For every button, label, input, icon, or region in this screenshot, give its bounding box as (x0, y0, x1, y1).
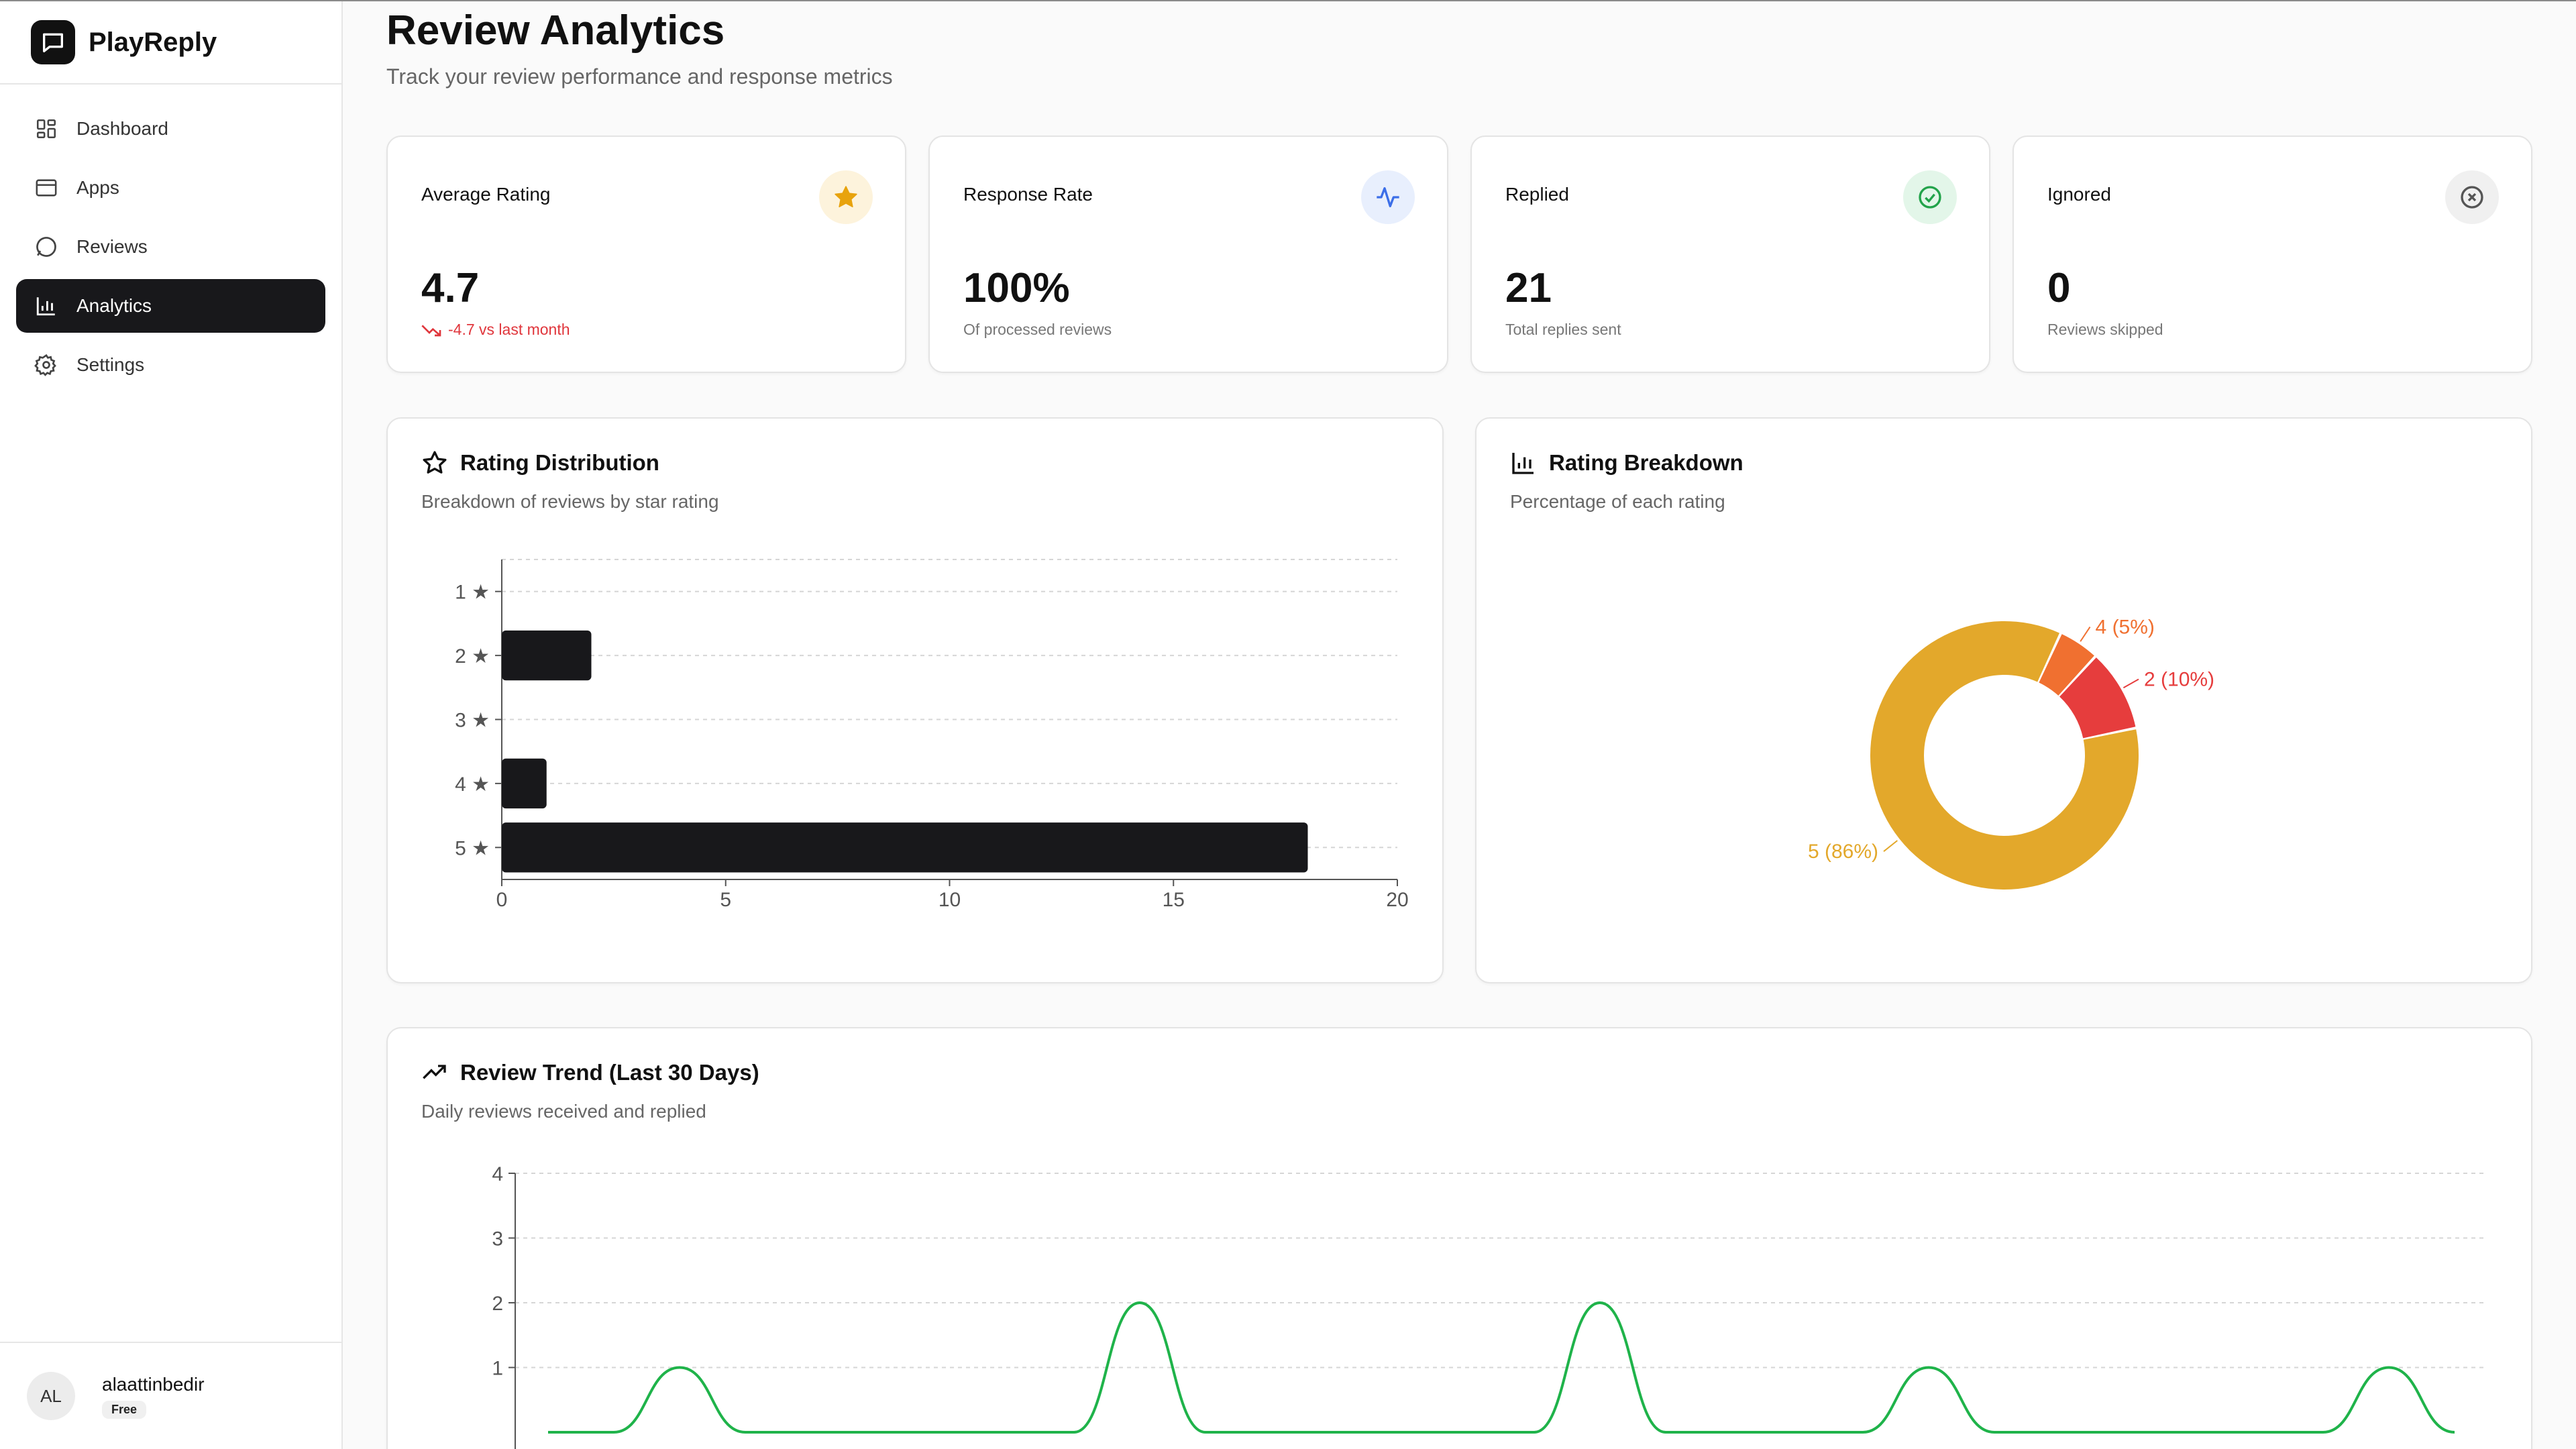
card-subtitle: Breakdown of reviews by star rating (421, 491, 719, 512)
check-circle-icon (1903, 170, 1957, 224)
sidebar-item-settings[interactable]: Settings (16, 338, 325, 392)
sidebar: PlayReply Dashboard Apps Reviews Analyti… (0, 1, 343, 1449)
sidebar-nav: Dashboard Apps Reviews Analytics Setting… (0, 85, 341, 415)
stat-label: Average Rating (421, 184, 551, 205)
window-top-border (0, 0, 2576, 1)
stat-card-replied: Replied 21 Total replies sent (1470, 136, 1990, 373)
slice-label: 2 (10%) (2144, 668, 2214, 690)
y-tick-label: 3 ★ (455, 710, 490, 732)
plan-badge: Free (102, 1400, 147, 1419)
stat-value: 4.7 (421, 265, 480, 311)
x-tick-label: 5 (720, 889, 731, 911)
bar-chart-icon (34, 293, 59, 319)
stat-value: 100% (963, 265, 1070, 311)
y-tick-label: 2 ★ (455, 645, 490, 667)
sidebar-item-label: Reviews (76, 236, 148, 257)
donut-slice (2059, 657, 2136, 739)
card-title: Review Trend (Last 30 Days) (460, 1060, 759, 1085)
user-name: alaattinbedir (102, 1373, 205, 1395)
slice-label: 5 (86%) (1808, 841, 1878, 863)
sidebar-item-label: Analytics (76, 295, 152, 316)
slice-leader-line (2080, 627, 2091, 642)
sidebar-item-label: Apps (76, 177, 119, 198)
bar-chart-icon (1512, 453, 1534, 474)
y-tick-label: 5 ★ (455, 837, 490, 859)
sidebar-item-apps[interactable]: Apps (16, 161, 325, 215)
y-tick-label: 4 (492, 1163, 503, 1185)
gear-icon (34, 352, 59, 378)
rating-distribution-card: Rating Distribution Breakdown of reviews… (386, 417, 1444, 983)
card-title: Rating Distribution (460, 450, 659, 475)
user-profile[interactable]: AL alaattinbedir Free (0, 1342, 341, 1449)
brand[interactable]: PlayReply (0, 1, 341, 85)
main-content: Review Analytics Track your review perfo… (343, 0, 2576, 1449)
activity-icon (1361, 170, 1415, 224)
y-tick-label: 2 (492, 1293, 503, 1315)
donut-slice (1870, 621, 2139, 890)
stat-note: Total replies sent (1505, 321, 1621, 338)
slice-leader-line (2123, 678, 2139, 689)
review-trend-chart: 1 2 3 4 (492, 1163, 2487, 1449)
chat-bubble-icon (34, 234, 59, 260)
bar (502, 758, 547, 809)
stat-card-average-rating: Average Rating 4.7 -4.7 vs last month (386, 136, 906, 373)
x-tick-label: 0 (496, 889, 508, 911)
sidebar-item-label: Dashboard (76, 118, 168, 139)
brand-logo-icon (31, 20, 75, 64)
page-subtitle: Track your review performance and respon… (386, 64, 893, 89)
rating-breakdown-chart: 4 (5%) 2 (10%) 5 (86%) (1808, 616, 2214, 890)
apps-icon (34, 175, 59, 201)
donut-slice (2039, 634, 2094, 696)
x-tick-label: 20 (1386, 889, 1408, 911)
sidebar-item-reviews[interactable]: Reviews (16, 220, 325, 274)
y-tick-label: 3 (492, 1228, 503, 1250)
slice-label: 4 (5%) (2096, 616, 2155, 639)
avatar: AL (27, 1372, 75, 1420)
dashboard-icon (34, 116, 59, 142)
y-tick-label: 1 ★ (455, 582, 490, 604)
x-circle-icon (2445, 170, 2499, 224)
stat-trend: -4.7 vs last month (421, 321, 570, 339)
star-outline-icon (423, 451, 447, 474)
x-tick-label: 15 (1163, 889, 1185, 911)
page-title: Review Analytics (386, 7, 725, 54)
trending-up-icon (423, 1065, 446, 1079)
stat-note: Reviews skipped (2047, 321, 2163, 338)
sidebar-item-label: Settings (76, 354, 145, 375)
stat-card-response-rate: Response Rate 100% Of processed reviews (928, 136, 1448, 373)
slice-leader-line (1883, 840, 1898, 852)
stat-label: Replied (1505, 184, 1569, 205)
stat-value: 21 (1505, 265, 1552, 311)
stat-label: Ignored (2047, 184, 2111, 205)
y-tick-label: 1 (492, 1358, 503, 1380)
rating-breakdown-card: Rating Breakdown Percentage of each rati… (1475, 417, 2532, 983)
rating-distribution-chart: 1 ★ 2 ★ 3 ★ 4 ★ 5 ★ 0 5 10 15 20 (455, 559, 1409, 911)
sidebar-item-analytics[interactable]: Analytics (16, 279, 325, 333)
review-trend-card: Review Trend (Last 30 Days) Daily review… (386, 1027, 2532, 1449)
trend-line (547, 1301, 2455, 1434)
sidebar-item-dashboard[interactable]: Dashboard (16, 102, 325, 156)
card-subtitle: Daily reviews received and replied (421, 1101, 706, 1122)
card-subtitle: Percentage of each rating (1510, 491, 1725, 512)
stat-note: -4.7 vs last month (448, 321, 570, 338)
card-title: Rating Breakdown (1549, 450, 1743, 475)
stat-label: Response Rate (963, 184, 1093, 205)
stat-note: Of processed reviews (963, 321, 1112, 338)
stat-card-ignored: Ignored 0 Reviews skipped (2012, 136, 2532, 373)
x-tick-label: 10 (938, 889, 961, 911)
y-tick-label: 4 ★ (455, 773, 490, 796)
star-icon (819, 170, 873, 224)
bar (502, 630, 592, 681)
trending-down-icon (421, 324, 441, 336)
stat-value: 0 (2047, 265, 2071, 311)
brand-name: PlayReply (89, 27, 217, 57)
bar (502, 822, 1308, 873)
